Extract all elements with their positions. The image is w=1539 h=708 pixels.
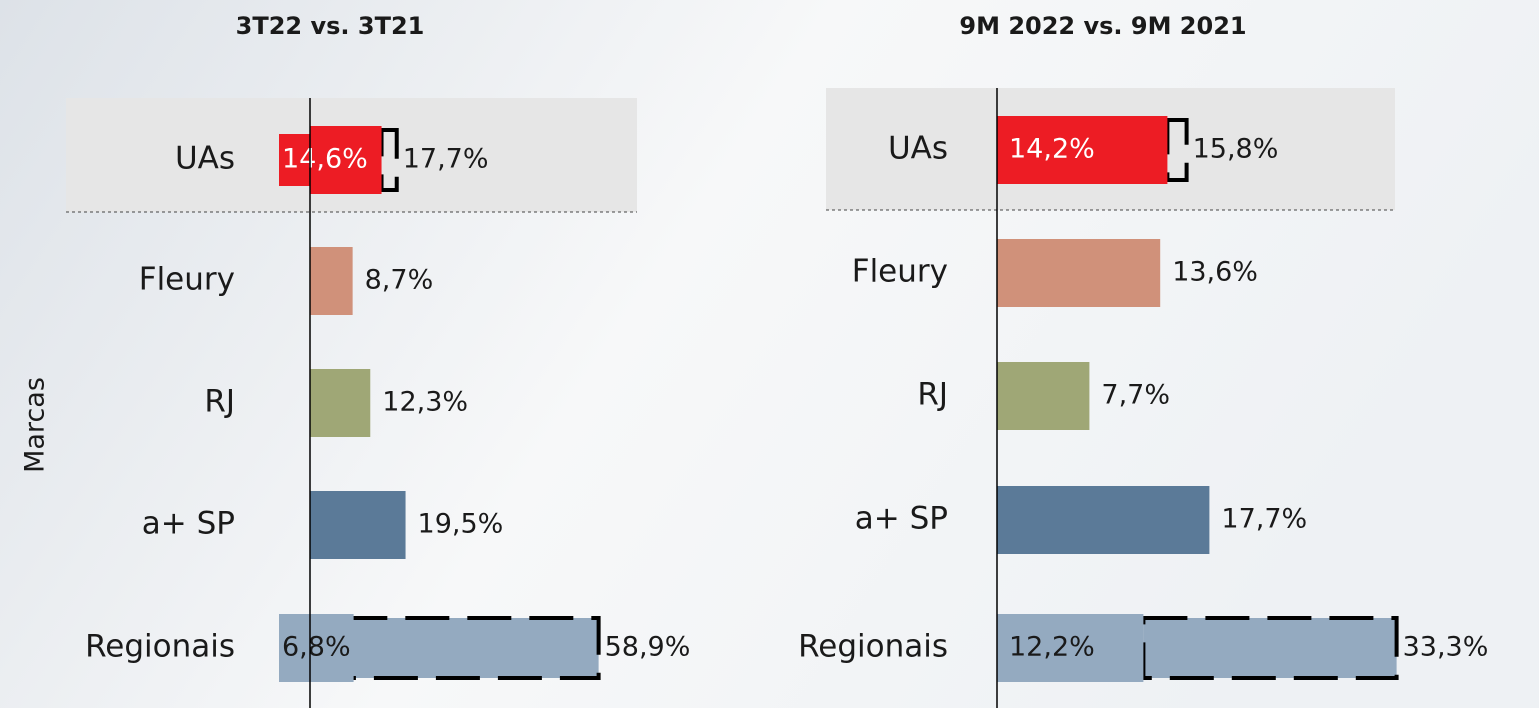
value-label: 7,7% — [1101, 380, 1170, 411]
value-label: 17,7% — [1221, 504, 1307, 535]
bar — [997, 239, 1161, 307]
category-label: Regionais — [85, 629, 235, 665]
bar — [310, 369, 371, 437]
label-background — [1006, 124, 1098, 176]
comparison-label: 58,9% — [605, 632, 691, 663]
value-label: 13,6% — [1172, 257, 1258, 288]
comparison-bar — [341, 616, 601, 680]
bar — [310, 491, 406, 559]
chart-title: 9M 2022 vs. 9M 2021 — [959, 12, 1246, 40]
comparison-label: 17,7% — [403, 144, 489, 175]
bar — [310, 247, 353, 315]
label-background — [279, 134, 371, 186]
label-background — [1006, 614, 1098, 682]
bar — [997, 486, 1210, 554]
value-label: 14,6% — [282, 144, 368, 175]
bar — [997, 362, 1090, 430]
category-label: RJ — [204, 384, 235, 420]
category-label: a+ SP — [142, 506, 235, 542]
value-label: 6,8% — [282, 632, 351, 663]
comparison-label: 15,8% — [1193, 134, 1279, 165]
value-label: 19,5% — [418, 509, 504, 540]
value-label: 12,3% — [382, 387, 468, 418]
value-label: 8,7% — [365, 265, 434, 296]
category-label: Fleury — [139, 262, 235, 298]
comparison-bar — [1141, 616, 1399, 680]
comparison-bar — [379, 128, 399, 192]
category-label: Fleury — [852, 254, 948, 290]
category-label: a+ SP — [855, 501, 948, 537]
category-label: RJ — [917, 377, 948, 413]
label-background — [279, 614, 354, 682]
comparison-label: 33,3% — [1403, 632, 1489, 663]
chart-title: 3T22 vs. 3T21 — [236, 12, 425, 40]
category-label: Regionais — [798, 629, 948, 665]
category-label: UAs — [888, 131, 948, 167]
value-label: 14,2% — [1009, 134, 1095, 165]
category-label: UAs — [175, 141, 235, 177]
value-label: 12,2% — [1009, 632, 1095, 663]
y-axis-label: Marcas — [20, 377, 51, 473]
